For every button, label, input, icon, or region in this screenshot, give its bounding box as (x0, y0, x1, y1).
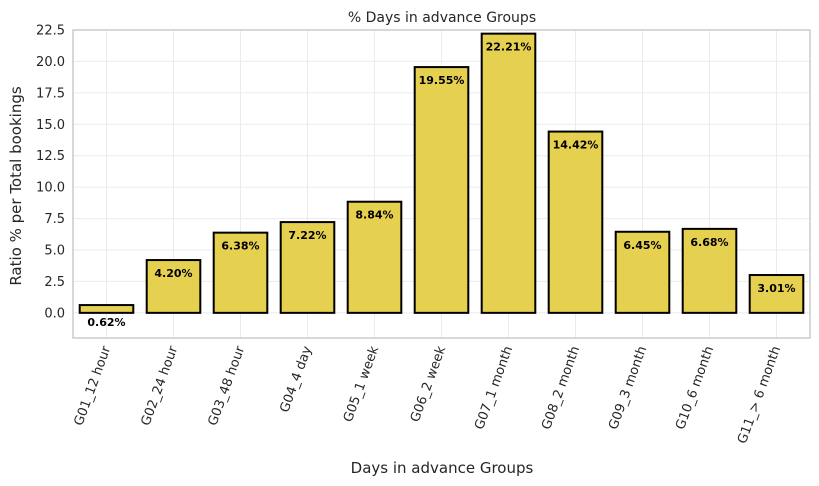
x-tick-label: G11_> 6 month (735, 344, 784, 446)
y-axis-label: Ratio % per Total bookings (7, 86, 25, 286)
data-label: 3.01% (757, 282, 795, 295)
y-tick-label: 0.0 (44, 306, 65, 321)
y-tick-label: 2.5 (44, 275, 65, 290)
x-tick-label: G05_1 week (341, 344, 383, 424)
x-tick-label: G01_12 hour (72, 344, 115, 428)
x-axis-label: Days in advance Groups (351, 459, 534, 477)
y-tick-label: 20.0 (36, 55, 65, 70)
data-label: 0.62% (87, 316, 125, 329)
x-tick-label: G02_24 hour (139, 344, 182, 428)
bar (145, 259, 202, 314)
bar (279, 221, 336, 314)
data-label: 8.84% (355, 209, 393, 222)
y-tick-label: 5.0 (44, 244, 65, 259)
data-label: 22.21% (486, 41, 532, 54)
bar (748, 274, 805, 314)
y-tick-label: 10.0 (36, 181, 65, 196)
bar (212, 231, 269, 314)
data-label: 6.45% (623, 239, 661, 252)
data-label: 14.42% (553, 139, 599, 152)
data-label: 6.38% (221, 240, 259, 253)
x-tick-label: G06_2 week (408, 344, 450, 424)
y-tick-label: 22.5 (36, 24, 65, 39)
bar (681, 227, 738, 314)
bar (480, 32, 537, 314)
bar (78, 304, 135, 314)
x-tick-label: G10_6 month (673, 344, 717, 432)
y-tick-label: 7.5 (44, 212, 65, 227)
plot-frame (72, 29, 811, 339)
x-tick-label: G04_4 day (277, 344, 315, 415)
data-label: 7.22% (288, 229, 326, 242)
x-tick-label: G09_3 month (606, 344, 650, 432)
x-tick-label: G08_2 month (539, 344, 583, 432)
data-label: 4.20% (154, 267, 192, 280)
y-tick-label: 12.5 (36, 149, 65, 164)
x-tick-label: G03_48 hour (206, 344, 249, 428)
x-axis-ticks: G01_12 hour G02_24 hour G03_48 hour G04_4 d… (72, 344, 785, 446)
x-tick-label: G07_1 month (472, 344, 516, 432)
bars: 0.62% 4.20% 6.38% 7.22% 8.84% 19.55% 22.21% 14.… (78, 32, 805, 329)
data-label: 6.68% (690, 236, 728, 249)
y-tick-label: 15.0 (36, 118, 65, 133)
bar (413, 66, 470, 314)
y-axis-ticks: 0.0 2.5 5.0 7.5 10.0 12.5 15.0 17.5 20.0 22.5 (36, 24, 65, 322)
chart-title: % Days in advance Groups (348, 10, 536, 26)
data-label: 19.55% (419, 74, 465, 87)
y-tick-label: 17.5 (36, 86, 65, 101)
bar (346, 200, 403, 314)
bar (614, 230, 671, 314)
bar (547, 130, 604, 314)
